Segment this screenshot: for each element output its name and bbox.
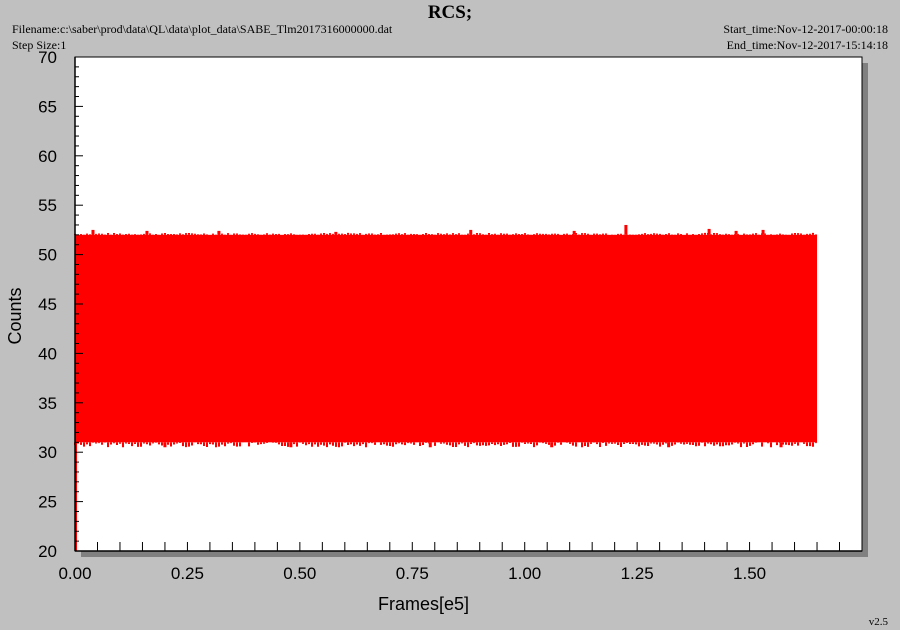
chart-title: RCS; — [427, 2, 473, 23]
series-spike — [217, 230, 221, 235]
version-label: v2.5 — [868, 616, 888, 628]
series-spike — [707, 228, 711, 235]
step-size-label: Step Size:1 — [12, 38, 67, 52]
series-spike — [572, 230, 576, 235]
series-band — [75, 234, 818, 443]
y-tick-label: 50 — [38, 246, 57, 265]
filename-label: Filename:c:\saber\prod\data\QL\data\plot… — [12, 22, 393, 36]
series-spike — [145, 230, 149, 235]
x-tick-label: 1.00 — [508, 564, 541, 583]
series-layer — [74, 224, 818, 551]
x-tick-label: 0.75 — [396, 564, 429, 583]
y-axis-label: Counts — [5, 287, 25, 344]
series-spike — [469, 229, 473, 235]
series-dip — [779, 442, 783, 448]
y-tick-label: 65 — [38, 97, 57, 116]
x-axis-label: Frames[e5] — [378, 594, 469, 614]
y-tick-label: 60 — [38, 147, 57, 166]
series-dip — [289, 442, 293, 448]
y-tick-label: 55 — [38, 196, 57, 215]
x-tick-label: 1.25 — [621, 564, 654, 583]
y-tick-label: 70 — [38, 48, 57, 67]
x-tick-label: 0.50 — [283, 564, 316, 583]
series-dip — [428, 442, 432, 448]
y-tick-label: 40 — [38, 344, 57, 363]
start-time-label: Start_time:Nov-12-2017-00:00:18 — [723, 22, 888, 36]
y-tick-label: 20 — [38, 542, 57, 561]
series-dip — [550, 442, 554, 448]
ticks-layer: 20 25 30 35 40 45 50 55 60 65 70 0.00 0.25 0.50 0.75 1.… — [38, 48, 841, 583]
x-tick-label: 0.00 — [58, 564, 91, 583]
end-time-label: End_time:Nov-12-2017-15:14:18 — [726, 38, 888, 52]
series-spike — [334, 231, 338, 235]
series-dip — [667, 442, 671, 448]
series-spike — [761, 229, 765, 235]
x-tick-label: 0.25 — [171, 564, 204, 583]
series-spike — [624, 224, 628, 235]
series-spike — [734, 230, 738, 235]
y-tick-label: 30 — [38, 443, 57, 462]
y-tick-label: 25 — [38, 493, 57, 512]
series-spike — [91, 229, 95, 235]
x-tick-label: 1.50 — [733, 564, 766, 583]
y-tick-label: 35 — [38, 394, 57, 413]
series-dip — [163, 442, 167, 448]
y-tick-label: 45 — [38, 295, 57, 314]
